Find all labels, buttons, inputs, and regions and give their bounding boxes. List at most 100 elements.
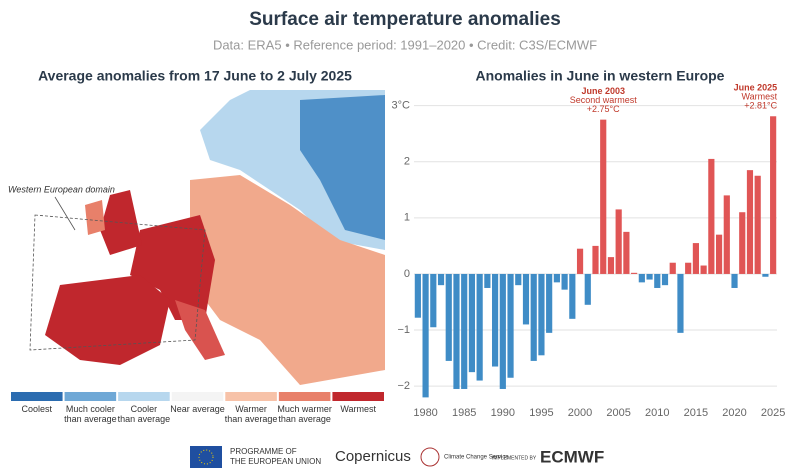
map-annotation: Western European domain — [8, 184, 115, 194]
region-coolest — [300, 95, 385, 240]
bar — [685, 262, 692, 274]
bar — [762, 273, 769, 277]
bar — [499, 273, 506, 389]
map-title: Average anomalies from 17 June to 2 July… — [38, 68, 352, 84]
y-tick-label: 2 — [404, 156, 410, 168]
bar — [723, 195, 730, 274]
region-iberia — [45, 275, 170, 365]
y-tick-label: 1 — [404, 212, 410, 224]
bar — [515, 273, 522, 286]
region-warm — [190, 175, 385, 385]
bar — [708, 158, 715, 274]
legend-label: Warmer than average — [225, 404, 278, 424]
legend-line: than average — [225, 414, 278, 424]
bar — [430, 273, 437, 328]
bar — [731, 273, 738, 288]
implemented: IMPLEMENTED BY — [492, 455, 537, 461]
bar — [553, 273, 560, 283]
annotation: +2.75°C — [587, 104, 620, 114]
y-tick-label: 3°C — [392, 100, 411, 112]
bar — [646, 273, 653, 280]
annotation: June 2025 — [734, 83, 778, 93]
bar — [468, 273, 476, 373]
bar — [569, 273, 576, 319]
x-tick-label: 2020 — [722, 407, 746, 419]
bar — [631, 272, 638, 274]
bar — [445, 273, 452, 361]
legend-label: Much cooler than average — [64, 404, 117, 424]
x-tick-label: 2025 — [761, 407, 785, 419]
legend-line: Coolest — [22, 404, 53, 414]
bar — [584, 273, 591, 305]
x-tick-label: 2005 — [606, 407, 630, 419]
y-tick-label: −1 — [397, 324, 410, 336]
legend-line: than average — [118, 414, 171, 424]
eu-flag — [190, 446, 222, 468]
legend-label: Warmest — [340, 404, 376, 414]
legend-label: Near average — [170, 404, 225, 414]
bar — [530, 273, 537, 361]
domain-box — [29, 214, 206, 351]
legend-swatch — [332, 392, 384, 401]
legend-line: Warmer — [235, 404, 267, 414]
legend-label: Much warmer than average — [277, 404, 332, 424]
bar — [538, 273, 545, 356]
bar — [638, 273, 645, 283]
annotation: June 2003 — [581, 86, 625, 96]
bar — [623, 231, 630, 274]
subtitle: Data: ERA5 • Reference period: 1991–2020… — [213, 37, 597, 52]
bar — [669, 262, 676, 274]
annotation: Second warmest — [570, 95, 638, 105]
bar — [453, 273, 460, 389]
y-tick-label: −2 — [397, 380, 410, 392]
bar — [700, 265, 707, 274]
bar — [615, 209, 622, 274]
chart-title: Anomalies in June in western Europe — [476, 68, 725, 84]
bar — [546, 273, 553, 333]
bar — [461, 273, 468, 389]
ecmwf: ECMWF — [540, 447, 604, 466]
annotation: Warmest — [741, 92, 777, 102]
bar — [484, 273, 491, 288]
legend-line: than average — [278, 414, 331, 424]
copernicus: Copernicus — [335, 448, 411, 465]
legend-line: Cooler — [131, 404, 158, 414]
legend-swatch — [171, 392, 224, 401]
c3s-logo — [420, 447, 440, 467]
legend-swatch — [64, 392, 117, 401]
c3s-text: Climate Change Service — [444, 455, 509, 461]
bar — [592, 245, 599, 274]
legend-line: Much cooler — [66, 404, 115, 414]
bar — [746, 170, 754, 274]
map: Western European domain — [8, 88, 385, 385]
bar — [677, 273, 684, 333]
bar — [715, 234, 723, 274]
bar — [476, 273, 483, 381]
footer: PROGRAMME OF THE EUROPEAN UNION Copernic… — [190, 446, 604, 468]
annotation: +2.81°C — [744, 101, 777, 111]
x-tick-label: 1980 — [413, 407, 437, 419]
bar — [522, 273, 530, 325]
bar — [576, 248, 584, 274]
bar — [561, 273, 568, 290]
bar — [754, 175, 761, 274]
bar-chart: Anomalies in June in western Europe −2 −1… — [392, 68, 786, 419]
x-tick-label: 1990 — [491, 407, 515, 419]
legend-swatch — [118, 392, 170, 401]
legend-line: Much warmer — [277, 404, 332, 414]
x-tick-label: 1995 — [529, 407, 553, 419]
bar — [661, 273, 669, 286]
region-ireland — [85, 200, 105, 235]
eu-text-2: THE EUROPEAN UNION — [230, 457, 321, 466]
y-tick-label: 0 — [404, 268, 410, 280]
legend-swatch — [11, 392, 63, 401]
bar — [739, 212, 746, 274]
legend-label: Coolest — [22, 404, 53, 414]
bar — [414, 273, 421, 318]
legend-swatch — [278, 392, 331, 401]
x-tick-label: 2010 — [645, 407, 669, 419]
bar — [507, 273, 514, 378]
bar — [770, 116, 777, 274]
